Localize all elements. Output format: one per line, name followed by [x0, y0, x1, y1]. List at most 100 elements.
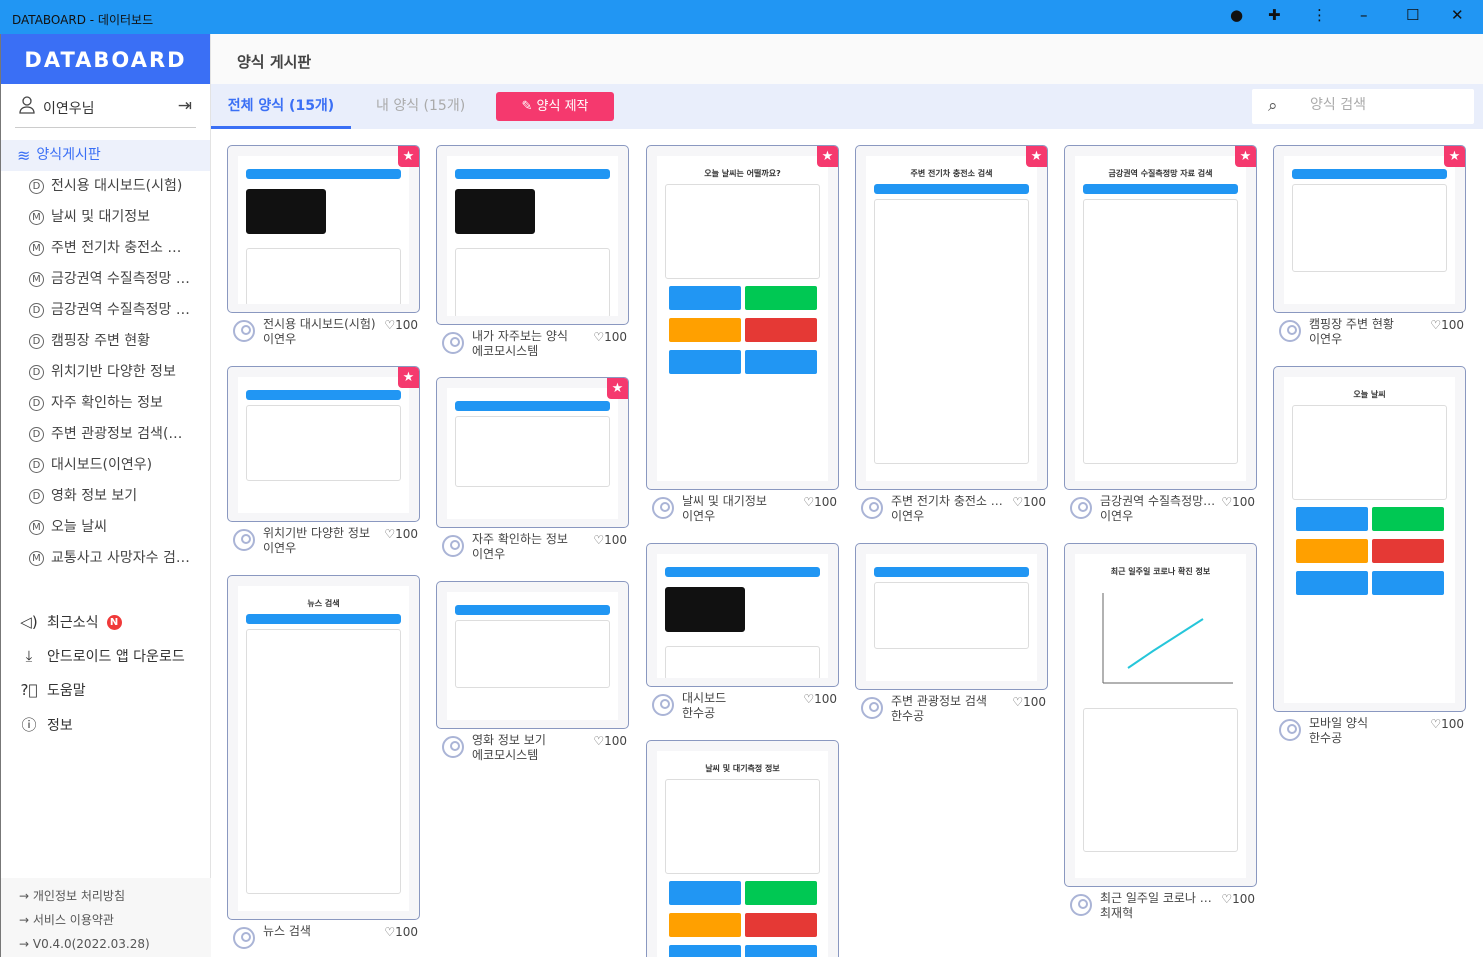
search-icon[interactable]: ⌕: [1268, 96, 1278, 116]
star-icon[interactable]: ★: [398, 146, 419, 167]
privacy-link[interactable]: → 개인정보 처리방침: [19, 889, 126, 903]
sidebar-template-item[interactable]: D 자주 확인하는 정보: [1, 388, 210, 419]
sidebar-template-item[interactable]: D 캠핑장 주변 현황: [1, 326, 210, 357]
sidebar-template-item[interactable]: M 금강권역 수질측정망 …: [1, 264, 210, 295]
sidebar-item-template-board[interactable]: ≋ 양식게시판: [1, 140, 210, 171]
sidebar-template-item[interactable]: M 주변 전기차 충전소 …: [1, 233, 210, 264]
version-link[interactable]: → V0.4.0(2022.03.28): [19, 937, 150, 951]
like-count[interactable]: ♡100: [1221, 495, 1255, 509]
template-card[interactable]: 뉴스 검색: [227, 575, 420, 920]
like-count[interactable]: ♡100: [593, 533, 627, 547]
template-author: 이연우: [1100, 509, 1134, 523]
like-count[interactable]: ♡100: [1221, 892, 1255, 906]
like-count[interactable]: ♡100: [384, 527, 418, 541]
template-title[interactable]: 뉴스 검색: [263, 925, 311, 938]
template-author: 이연우: [891, 509, 925, 523]
template-card[interactable]: 오늘 날씨: [1273, 366, 1466, 712]
sidebar-footer: → 개인정보 처리방침 → 서비스 이용약관 → V0.4.0(2022.03.…: [1, 878, 211, 957]
template-type-badge: D: [29, 427, 44, 442]
logout-icon[interactable]: ⇥: [177, 96, 192, 116]
template-card[interactable]: [646, 543, 839, 687]
template-card[interactable]: 최근 일주일 코로나 확진 정보: [1064, 543, 1257, 887]
template-card[interactable]: 날씨 및 대기측정 정보: [646, 740, 839, 957]
template-card[interactable]: ★: [227, 145, 420, 313]
like-count[interactable]: ♡100: [1430, 717, 1464, 731]
star-icon[interactable]: ★: [817, 146, 838, 167]
sidebar-template-item[interactable]: D 영화 정보 보기: [1, 481, 210, 512]
speaker-icon: ◁): [20, 613, 38, 631]
template-thumbnail: 날씨 및 대기측정 정보: [657, 751, 828, 957]
template-card-meta: 금강권역 수질측정망… 이연우 ♡100: [1064, 495, 1257, 525]
template-card-meta: 주변 관광정보 검색 한수공 ♡100: [855, 695, 1048, 725]
sidebar-template-item[interactable]: D 위치기반 다양한 정보: [1, 357, 210, 388]
sidebar-template-item[interactable]: M 날씨 및 대기정보: [1, 202, 210, 233]
template-author: 최재혁: [1100, 906, 1134, 920]
terms-link[interactable]: → 서비스 이용약관: [19, 913, 114, 927]
sidebar-item-news[interactable]: ◁) 최근소식 N: [19, 612, 122, 632]
sidebar-item-label: 위치기반 다양한 정보: [51, 364, 176, 380]
template-author: 에코모시스템: [472, 748, 539, 762]
template-card[interactable]: ★: [227, 366, 420, 522]
star-icon[interactable]: ★: [1444, 146, 1465, 167]
minimize-button[interactable]: –: [1360, 6, 1368, 24]
template-card[interactable]: [436, 581, 629, 729]
template-card[interactable]: ★: [1273, 145, 1466, 313]
template-card[interactable]: [855, 543, 1048, 690]
help-icon: ?⃝: [20, 681, 38, 699]
sidebar-item-label: 영화 정보 보기: [51, 488, 138, 504]
sidebar-item-android[interactable]: ⤓ 안드로이드 앱 다운로드: [19, 646, 185, 666]
template-author: 이연우: [263, 541, 297, 555]
like-count[interactable]: ♡100: [803, 692, 837, 706]
user-info: 이연우님 ⇥: [15, 84, 196, 128]
sidebar-template-item[interactable]: D 대시보드(이연우): [1, 450, 210, 481]
template-type-badge: M: [29, 520, 44, 535]
template-card-meta: 내가 자주보는 양식 에코모시스템 ♡100: [436, 330, 629, 360]
close-button[interactable]: ✕: [1451, 6, 1464, 24]
search-input[interactable]: [1310, 97, 1460, 113]
sidebar-template-item[interactable]: D 금강권역 수질측정망 …: [1, 295, 210, 326]
template-card[interactable]: 오늘 날씨는 어떨까요? ★: [646, 145, 839, 490]
tab-my-templates[interactable]: 내 양식 (15개): [376, 98, 466, 114]
template-card[interactable]: ★: [436, 377, 629, 528]
like-count[interactable]: ♡100: [593, 734, 627, 748]
template-card[interactable]: 금강권역 수질측정망 자료 검색 ★: [1064, 145, 1257, 490]
template-author: 이연우: [1309, 332, 1343, 346]
avatar-icon: [652, 497, 674, 519]
location-icon[interactable]: ●: [1230, 6, 1244, 24]
like-count[interactable]: ♡100: [384, 925, 418, 939]
sidebar-template-item[interactable]: M 교통사고 사망자수 검…: [1, 543, 210, 574]
template-thumbnail: [447, 156, 618, 316]
template-author: 이연우: [682, 509, 716, 523]
extension-icon[interactable]: ✚: [1268, 6, 1281, 24]
template-author: 에코모시스템: [472, 344, 539, 358]
star-icon[interactable]: ★: [607, 378, 628, 399]
create-template-button[interactable]: ✎ 양식 제작: [496, 92, 614, 121]
star-icon[interactable]: ★: [398, 367, 419, 388]
sidebar-template-item[interactable]: D 주변 관광정보 검색(…: [1, 419, 210, 450]
thumbnail-title: 뉴스 검색: [307, 599, 340, 608]
template-card[interactable]: [436, 145, 629, 325]
sidebar-template-item[interactable]: D 전시용 대시보드(시험): [1, 171, 210, 202]
avatar-icon: [861, 497, 883, 519]
like-count[interactable]: ♡100: [803, 495, 837, 509]
like-count[interactable]: ♡100: [593, 330, 627, 344]
template-author: 이연우: [263, 332, 297, 346]
star-icon[interactable]: ★: [1026, 146, 1047, 167]
thumbnail-title: 최근 일주일 코로나 확진 정보: [1110, 567, 1211, 576]
star-icon[interactable]: ★: [1235, 146, 1256, 167]
maximize-button[interactable]: ☐: [1406, 6, 1420, 24]
sidebar-item-help[interactable]: ?⃝ 도움말: [19, 680, 86, 700]
sidebar-template-item[interactable]: M 오늘 날씨: [1, 512, 210, 543]
sidebar-item-label: 캠핑장 주변 현황: [51, 333, 151, 349]
sidebar-item-label: 대시보드(이연우): [51, 457, 153, 473]
logo[interactable]: DATABOARD: [1, 34, 210, 84]
like-count[interactable]: ♡100: [1012, 695, 1046, 709]
like-count[interactable]: ♡100: [1012, 495, 1046, 509]
sidebar-item-info[interactable]: ⓘ 정보: [19, 714, 72, 735]
android-label: 안드로이드 앱 다운로드: [47, 649, 185, 665]
like-count[interactable]: ♡100: [384, 318, 418, 332]
like-count[interactable]: ♡100: [1430, 318, 1464, 332]
tab-all-templates[interactable]: 전체 양식 (15개): [211, 84, 351, 129]
more-icon[interactable]: ⋮: [1312, 6, 1327, 24]
template-card[interactable]: 주변 전기차 충전소 검색 ★: [855, 145, 1048, 490]
